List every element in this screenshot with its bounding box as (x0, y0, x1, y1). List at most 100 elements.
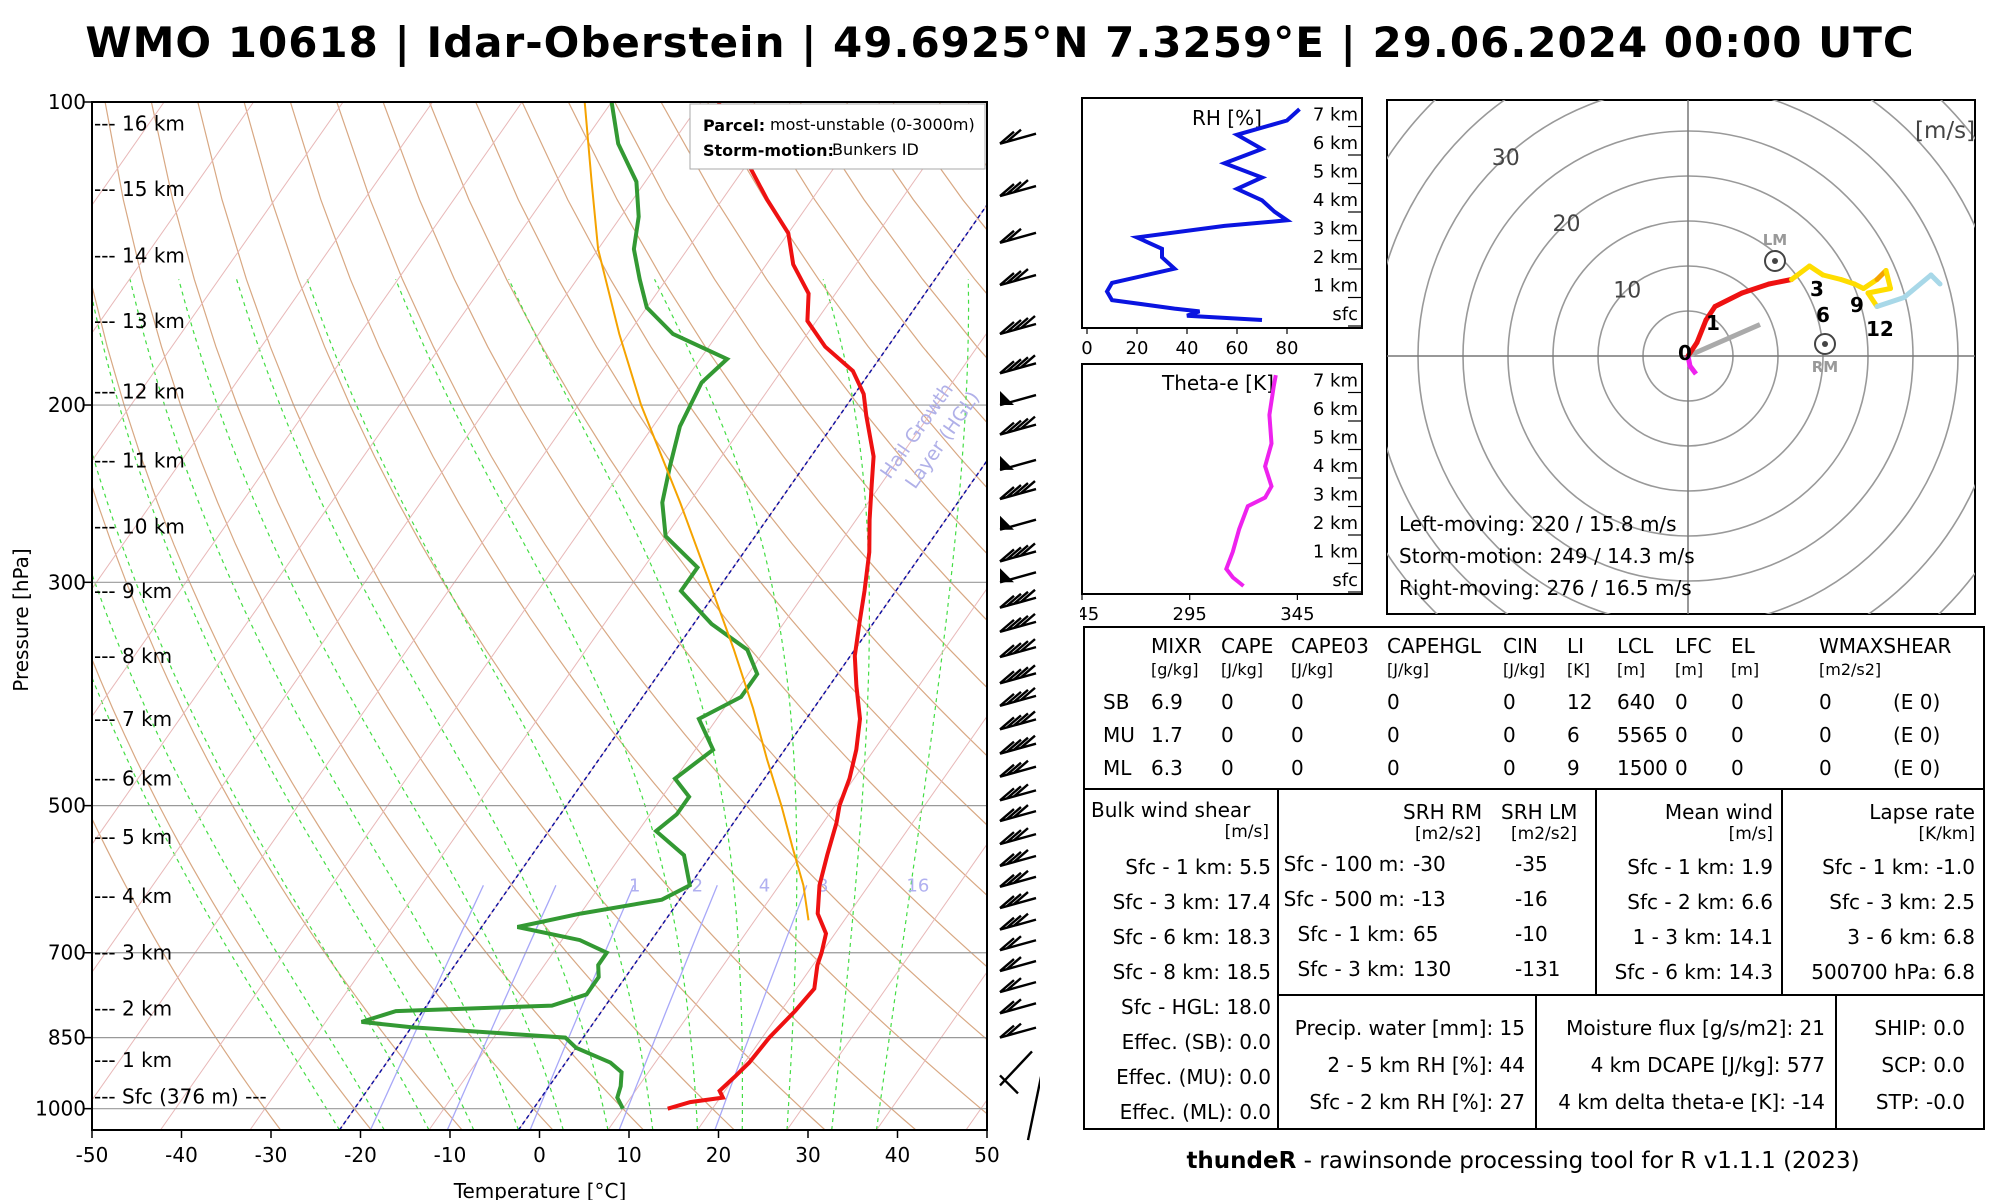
param-value: 640 (1617, 690, 1656, 714)
param-unit: [J/kg] (1221, 660, 1264, 679)
barb-staff (999, 620, 1037, 634)
srh-row-label: Sfc - 3 km: (1297, 957, 1405, 981)
barb-flag (999, 853, 1015, 867)
storm-marker-label: LM (1763, 231, 1788, 249)
barb-staff (999, 875, 1037, 888)
x-tick-label: 0 (533, 1143, 546, 1167)
hodo-height-label: 0 (1678, 341, 1692, 365)
barb-flag (1020, 315, 1036, 329)
barb-staff (999, 132, 1037, 145)
barb-staff (999, 832, 1037, 846)
hodo-segment (1694, 317, 1709, 345)
wind-barb (1026, 1075, 1040, 1141)
x-tick-label: 50 (974, 1143, 999, 1167)
ring-label: 30 (1492, 146, 1520, 171)
wind-barb (999, 891, 1037, 910)
km-label: 5 km (1313, 162, 1358, 183)
wind-barb (999, 480, 1037, 501)
height-label: --- 12 km (94, 380, 185, 404)
km-label: 1 km (1313, 542, 1358, 563)
barb-staff (999, 980, 1037, 994)
param-header: LI (1567, 634, 1585, 658)
barb-flag (1006, 871, 1022, 886)
parcel-parameters-table: MIXR [g/kg] CAPE [J/kg] CAPE03 [J/kg] CAPEHGL [… (1083, 626, 1985, 790)
param-row-name: SB (1103, 690, 1130, 714)
dry-adiabat (753, 102, 987, 424)
barb-flag (999, 486, 1015, 500)
param-row-name: ML (1103, 756, 1132, 780)
barb-flag (1013, 849, 1029, 863)
hodo-segment (1739, 281, 1772, 296)
wind-barb (999, 612, 1037, 634)
param-value: 0 (1221, 723, 1234, 747)
km-label: 1 km (1313, 276, 1358, 297)
dry-adiabat (706, 102, 987, 489)
param-value: 1.7 (1151, 723, 1183, 747)
wind-barb (999, 391, 1037, 407)
wind-barb (999, 128, 1037, 145)
parcel-label: Parcel: (703, 116, 765, 135)
barb-staff (999, 1026, 1037, 1039)
param-value: 0 (1819, 723, 1832, 747)
barb-flag (1006, 956, 1022, 970)
barb-staff (999, 1002, 1037, 1015)
srh-row-label: Sfc - 1 km: (1297, 922, 1405, 946)
barb-flag (999, 692, 1015, 707)
param-unit: [J/kg] (1503, 660, 1546, 679)
barb-flag (1006, 806, 1022, 821)
wind-barb (999, 977, 1037, 994)
hodo-segment (1883, 268, 1893, 291)
flux-row: 4 km DCAPE [J/kg]: 577 (1590, 1053, 1825, 1077)
y-tick-label: 100 (48, 90, 86, 114)
param-value: 0 (1819, 756, 1832, 780)
isotherm (249, 102, 971, 1130)
moist-adiabat (653, 279, 798, 1130)
footer-brand: thundeR (1186, 1148, 1297, 1174)
wind-barb (999, 179, 1037, 198)
y-axis-label: Pressure [hPa] (9, 548, 33, 691)
barb-flag (1006, 714, 1022, 729)
x-tick-label: 40 (885, 1143, 910, 1167)
hodo-segment (1685, 340, 1700, 359)
barb-flag (1013, 912, 1029, 927)
bulk-shear-row: Sfc - 3 km: 17.4 (1112, 890, 1271, 914)
barb-flag (999, 644, 1015, 659)
srh-box: SRH RM SRH LM [m2/s2] [m2/s2] Sfc - 100 … (1277, 788, 1597, 996)
param-value: 0 (1503, 723, 1516, 747)
height-label: --- 3 km (94, 941, 172, 965)
x-tick-label: -40 (165, 1143, 198, 1167)
moisture-row: Precip. water [mm]: 15 (1294, 1016, 1525, 1040)
barb-flag (1006, 181, 1022, 195)
flux-row: Moisture flux [g/s/m2]: 21 (1566, 1016, 1825, 1040)
barb-staff (999, 896, 1037, 910)
height-label: --- 10 km (94, 514, 185, 538)
barb-flag (1006, 227, 1022, 242)
wind-barb (999, 1050, 1033, 1095)
barb-flag (1020, 480, 1036, 494)
barb-flag (999, 183, 1015, 197)
dry-adiabat (567, 102, 987, 689)
km-label: 2 km (1313, 247, 1358, 268)
param-value: 1500 (1617, 756, 1668, 780)
param-header: MIXR (1151, 634, 1202, 658)
barb-flag (999, 1000, 1015, 1015)
barb-flag (1006, 977, 1022, 992)
isotherm (607, 587, 987, 1130)
x-tick-label: 295 (1173, 604, 1207, 625)
srh-rm-header: SRH RM (1403, 800, 1483, 824)
parcel-legend: Parcel: most-unstable (0-3000m) Storm-mo… (689, 103, 986, 170)
wind-barb (999, 542, 1037, 563)
param-value: 0 (1503, 756, 1516, 780)
wind-barb (999, 268, 1037, 287)
wind-barb (999, 227, 1037, 244)
param-extra: (E 0) (1893, 756, 1941, 780)
barb-flag (1006, 592, 1022, 607)
param-value: 0 (1291, 690, 1304, 714)
srh-row-label: Sfc - 500 m: (1283, 887, 1405, 911)
barb-flag (1020, 612, 1036, 627)
barb-staff (999, 362, 1037, 375)
isotherm (92, 102, 434, 590)
barb-flag (999, 716, 1015, 731)
hodo-height-label: 3 (1810, 277, 1824, 301)
